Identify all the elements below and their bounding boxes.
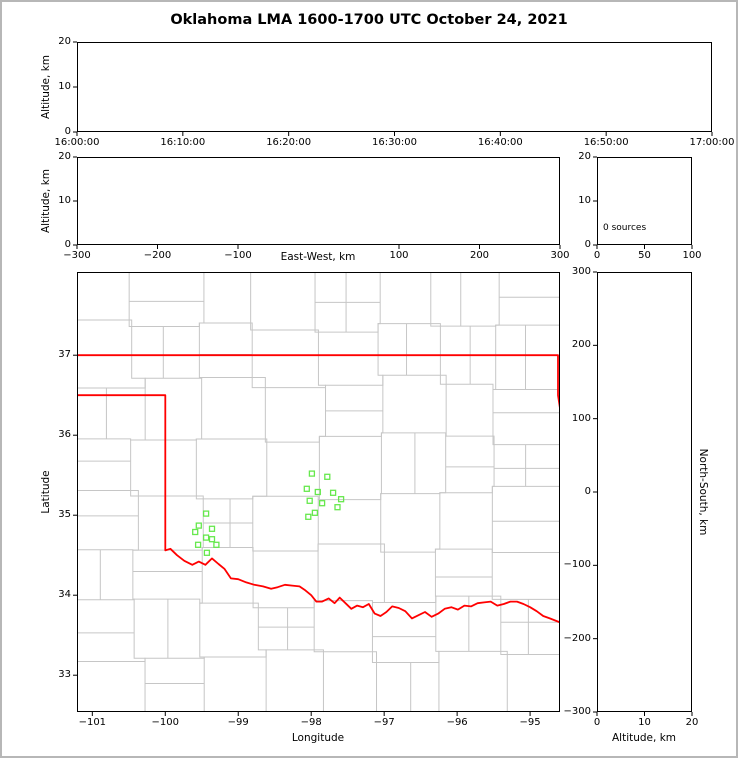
lma-source-marker [337,496,345,503]
map-x-axis-label: Longitude [291,732,345,744]
time-x-tick-label: 16:30:00 [372,137,417,148]
ew-x-tick-label: −300 [63,250,91,261]
ew-x-tick-label: 300 [550,250,570,261]
state-border-west-south [77,394,560,624]
ew-x-tick-label: −100 [224,250,252,261]
lma-source-marker [311,509,319,516]
lma-source-marker [208,525,216,532]
lma-source-marker [203,549,211,556]
map-x-tick-label: −98 [300,717,322,728]
ew-y-tick-label: 20 [58,151,71,162]
panel-frame [77,272,560,712]
time-y-tick-label: 20 [58,36,71,47]
plan-view-map-panel [77,272,560,712]
lma-source-marker [195,522,202,529]
lma-source-marker [202,510,210,517]
time-x-tick-label: 16:00:00 [54,137,100,148]
map-x-tick-label: −101 [78,717,107,728]
lma-source-marker [202,534,210,541]
lma-source-marker [192,528,199,536]
time-x-tick-label: 16:20:00 [266,137,312,148]
ns-y-tick-label: −300 [563,706,591,717]
lma-source-marker [334,504,341,511]
map-x-tick-label: −100 [151,717,180,728]
lma-source-marker [318,500,326,507]
panel-frame [597,157,692,245]
ew-x-tick-label: 200 [469,250,490,261]
north-south-height-panel [597,272,692,712]
map-y-tick-label: 37 [58,349,71,361]
ew-panel-x-axis-label: East-West, km [280,251,356,263]
ns-y-tick-label: 200 [571,339,591,351]
county-boundaries [77,272,560,712]
figure-title: Oklahoma LMA 1600-1700 UTC October 24, 2… [170,12,568,28]
hist-y-tick-label: 10 [578,195,591,206]
lma-source-marker [329,489,337,496]
histogram-source-count: 0 sources [603,223,647,233]
map-y-tick-label: 35 [58,509,71,521]
ns-y-tick-label: 300 [571,266,591,277]
map-y-tick-label: 36 [58,429,71,441]
lma-source-marker [303,485,310,492]
ns-x-tick-label: 20 [685,717,699,728]
hist-x-tick-label: 0 [593,250,601,261]
state-border-north-east [77,354,560,415]
lma-source-marker [314,488,321,496]
hist-x-tick-label: 100 [682,250,702,261]
panel-frame [77,42,712,132]
lma-source-marker [208,536,216,543]
hist-x-tick-label: 50 [638,250,651,261]
time-x-tick-label: 16:10:00 [160,137,206,148]
map-y-axis-label: Latitude [40,470,52,514]
ns-panel-x-axis-label: Altitude, km [611,732,676,744]
altitude-histogram-panel [597,157,692,245]
east-west-height-panel [77,157,560,245]
hist-y-tick-label: 0 [584,239,591,250]
lma-source-marker [305,513,312,520]
time-height-panel [77,42,712,132]
ew-y-tick-label: 0 [64,239,71,250]
map-x-tick-label: −99 [227,717,249,728]
time-x-tick-label: 17:00:00 [689,137,735,148]
ns-y-tick-label: −100 [563,559,591,571]
map-y-tick-label: 34 [58,589,71,601]
ns-x-tick-label: 0 [593,717,601,728]
lma-source-marker [308,470,316,477]
lma-source-marker [194,541,202,548]
lma-source-marker [213,541,220,548]
ew-x-tick-label: 100 [389,250,409,261]
map-y-tick-label: 33 [58,669,71,681]
hist-y-tick-label: 20 [578,151,591,162]
time-x-tick-label: 16:50:00 [583,137,629,148]
time-y-tick-label: 10 [58,81,71,92]
panel-frame [77,157,560,245]
ns-y-tick-label: 100 [571,412,591,424]
time-y-tick-label: 0 [64,126,71,137]
lma-source-marker [306,497,313,504]
panel-frame [597,272,692,712]
map-x-tick-label: −96 [446,717,468,728]
lma-source-marker [324,473,331,480]
ns-x-tick-label: 10 [638,717,651,728]
time-x-tick-label: 16:40:00 [477,137,523,148]
map-x-tick-label: −97 [373,717,395,728]
ns-y-tick-label: −200 [563,632,591,644]
map-x-tick-label: −95 [519,717,541,728]
ns-panel-y-axis-label: North-South, km [697,448,709,536]
ew-y-tick-label: 10 [58,195,71,206]
ns-y-tick-label: 0 [584,486,591,497]
ew-x-tick-label: −200 [143,250,172,261]
